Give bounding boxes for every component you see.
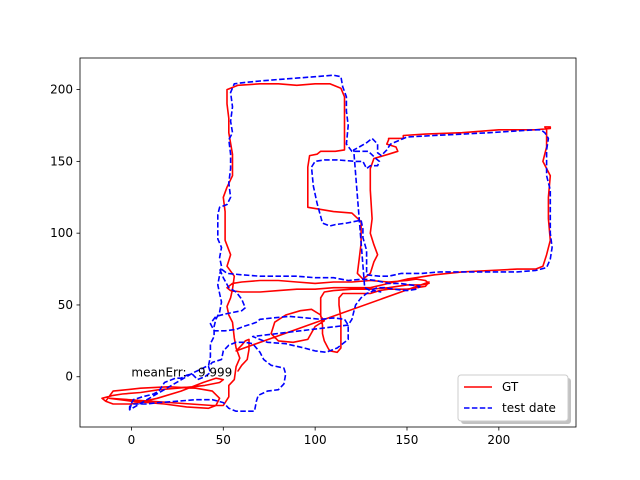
y-tick-label: 200	[50, 83, 73, 97]
y-tick-label: 0	[65, 370, 73, 384]
plot-area	[80, 58, 576, 427]
y-tick-label: 100	[50, 226, 73, 240]
series-line-gt	[101, 83, 552, 410]
legend-label: GT	[502, 380, 519, 394]
x-tick-label: 0	[128, 433, 136, 447]
axes-layer: 0 50 100 150 200 0 50 100 150 200	[50, 57, 577, 447]
x-tick-label: 150	[396, 433, 419, 447]
y-tick-label: 50	[58, 298, 73, 312]
mean-error-annotation: meanErr: 9.999	[131, 366, 232, 380]
y-tick-label: 150	[50, 154, 73, 168]
plot-background	[80, 58, 576, 427]
axes-frame	[79, 57, 577, 428]
series-layer	[101, 74, 553, 412]
legend-label: test date	[502, 401, 556, 415]
series-line-test-date	[128, 74, 553, 412]
x-tick-label: 200	[487, 433, 510, 447]
legend: GT test date	[457, 374, 571, 424]
x-tick-label: 50	[216, 433, 231, 447]
x-tick-label: 100	[304, 433, 327, 447]
